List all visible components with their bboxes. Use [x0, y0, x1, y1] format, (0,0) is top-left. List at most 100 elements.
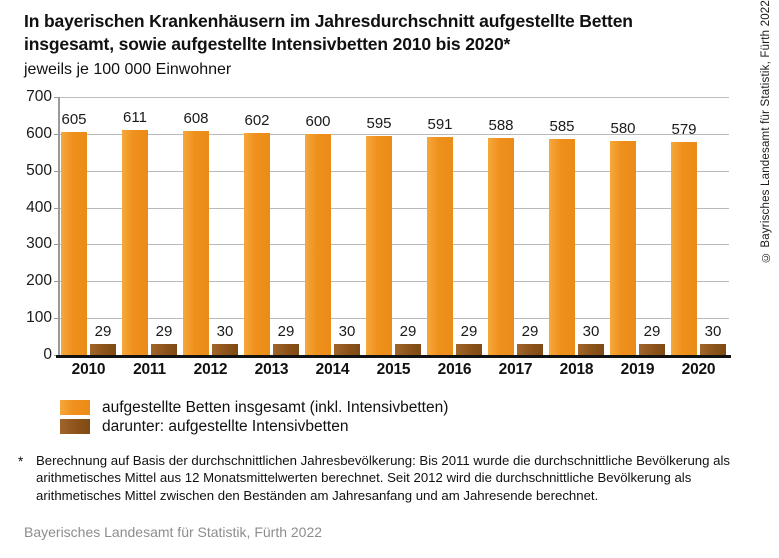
gridline: [60, 133, 729, 135]
bar-group: 608 30: [180, 97, 241, 355]
bar-value-label: 611: [123, 108, 147, 126]
legend-item[interactable]: darunter: aufgestellte Intensivbetten: [60, 417, 448, 436]
bar-group: 588 29: [485, 97, 546, 355]
bar-group: 585 30: [546, 97, 607, 355]
bar-total-beds[interactable]: 591: [427, 116, 453, 355]
y-axis-tick-mark: [54, 318, 60, 320]
bar-total-beds[interactable]: 588: [488, 117, 514, 355]
bar-icu-beds[interactable]: 30: [700, 323, 726, 355]
chart-plot: 0 100 200 300 400 500 600 700 605 29 611 29 608 30 60…: [0, 88, 745, 378]
x-axis-tick-label: 2016: [437, 361, 472, 378]
x-axis-tick-label: 2013: [254, 361, 289, 378]
legend-swatch-total-beds: [60, 400, 90, 415]
x-axis-baseline: [56, 355, 731, 358]
bar-group: 580 29: [607, 97, 668, 355]
bar-total-beds[interactable]: 579: [671, 121, 697, 355]
y-axis-tick-mark: [54, 170, 60, 172]
y-axis-tick-label: 0: [43, 346, 52, 363]
gridline: [60, 97, 729, 98]
bar-value-label: 30: [338, 322, 356, 340]
y-axis-tick-mark: [54, 97, 60, 98]
bar-icu-beds[interactable]: 29: [151, 323, 177, 355]
chart-title-line-2: insgesamt, sowie aufgestellte Intensivbe…: [24, 34, 511, 55]
x-axis-tick-label: 2019: [620, 361, 655, 378]
source-line: Bayerisches Landesamt für Statistik, Für…: [24, 524, 323, 540]
bar-icu-beds[interactable]: 29: [90, 323, 116, 355]
x-axis-tick-label: 2014: [315, 361, 350, 378]
bar-total-beds[interactable]: 602: [244, 112, 270, 355]
legend-item[interactable]: aufgestellte Betten insgesamt (inkl. Int…: [60, 398, 448, 417]
bar-icu-beds[interactable]: 29: [273, 323, 299, 355]
bar-group: 600 30: [302, 97, 363, 355]
y-axis-tick-mark: [54, 281, 60, 283]
bar-icu-beds[interactable]: 29: [395, 323, 421, 355]
legend-label: darunter: aufgestellte Intensivbetten: [102, 417, 349, 435]
bar-total-beds[interactable]: 605: [61, 111, 87, 355]
bar-total-beds[interactable]: 611: [122, 109, 148, 355]
legend-swatch-icu-beds: [60, 419, 90, 434]
bar-icu-beds[interactable]: 30: [578, 323, 604, 355]
gridline: [60, 207, 729, 209]
bar-value-label: 29: [460, 323, 478, 341]
y-axis-tick-label: 400: [26, 198, 52, 216]
copyright-strip: © Bayrisches Landesamt für Statistik, Fü…: [753, 0, 779, 320]
x-axis-tick-label: 2017: [498, 361, 533, 378]
bar-group: 611 29: [119, 97, 180, 355]
y-axis-tick-label: 100: [26, 309, 52, 327]
bar-value-label: 29: [521, 323, 539, 341]
bar-value-label: 579: [671, 120, 697, 138]
gridline: [60, 244, 729, 246]
bar-total-beds[interactable]: 595: [366, 115, 392, 355]
bar-value-label: 29: [94, 323, 112, 341]
x-axis-tick-label: 2015: [376, 361, 411, 378]
bar-value-label: 608: [183, 109, 209, 127]
y-axis-tick-mark: [54, 244, 60, 246]
bar-value-label: 30: [582, 322, 600, 340]
bar-icu-beds[interactable]: 29: [456, 323, 482, 355]
bars-layer: 605 29 611 29 608 30 602 29 600 30 595 29 591 29 588 29…: [58, 97, 729, 355]
footnote-marker: *: [18, 454, 24, 469]
y-axis-tick-label: 200: [26, 272, 52, 290]
bar-total-beds[interactable]: 600: [305, 113, 331, 355]
y-axis-tick-mark: [54, 207, 60, 209]
bar-value-label: 595: [366, 114, 392, 132]
y-axis-tick-mark: [54, 133, 60, 135]
bar-total-beds[interactable]: 580: [610, 120, 636, 355]
bar-total-beds[interactable]: 585: [549, 118, 575, 355]
bar-icu-beds[interactable]: 30: [212, 323, 238, 355]
bar-value-label: 30: [704, 322, 722, 340]
bar-value-label: 600: [305, 112, 331, 130]
bar-value-label: 29: [155, 323, 173, 341]
bar-icu-beds[interactable]: 29: [639, 323, 665, 355]
x-axis-tick-label: 2012: [193, 361, 228, 378]
bar-value-label: 29: [643, 323, 661, 341]
y-axis: 0 100 200 300 400 500 600 700: [0, 88, 52, 363]
x-axis-tick-label: 2020: [681, 361, 716, 378]
bar-total-beds[interactable]: 608: [183, 110, 209, 355]
x-axis: 2010 2011 2012 2013 2014 2015 2016 2017 2018 2019…: [58, 361, 729, 379]
bar-value-label: 591: [427, 116, 453, 134]
bar-group: 579 30: [668, 97, 729, 355]
y-axis-tick-label: 600: [26, 124, 52, 142]
bar-value-label: 29: [399, 323, 417, 341]
footnote: * Berechnung auf Basis der durchschnittl…: [18, 452, 748, 504]
bar-icu-beds[interactable]: 29: [517, 323, 543, 355]
bar-value-label: 602: [244, 112, 270, 130]
x-axis-tick-label: 2010: [71, 361, 106, 378]
legend-label: aufgestellte Betten insgesamt (inkl. Int…: [102, 398, 449, 416]
bar-group: 605 29: [58, 97, 119, 355]
bar-value-label: 580: [610, 120, 636, 138]
gridline: [60, 281, 729, 283]
gridline: [60, 170, 729, 172]
page-title: In bayerischen Krankenhäusern im Jahresd…: [24, 10, 714, 57]
x-axis-tick-label: 2018: [559, 361, 594, 378]
bar-icu-beds[interactable]: 30: [334, 323, 360, 355]
bar-value-label: 585: [549, 118, 575, 136]
y-axis-tick-label: 300: [26, 235, 52, 253]
bar-group: 602 29: [241, 97, 302, 355]
gridline: [60, 318, 729, 320]
bar-group: 595 29: [363, 97, 424, 355]
plot-area: [54, 97, 729, 356]
y-axis-tick-label: 700: [26, 88, 52, 105]
